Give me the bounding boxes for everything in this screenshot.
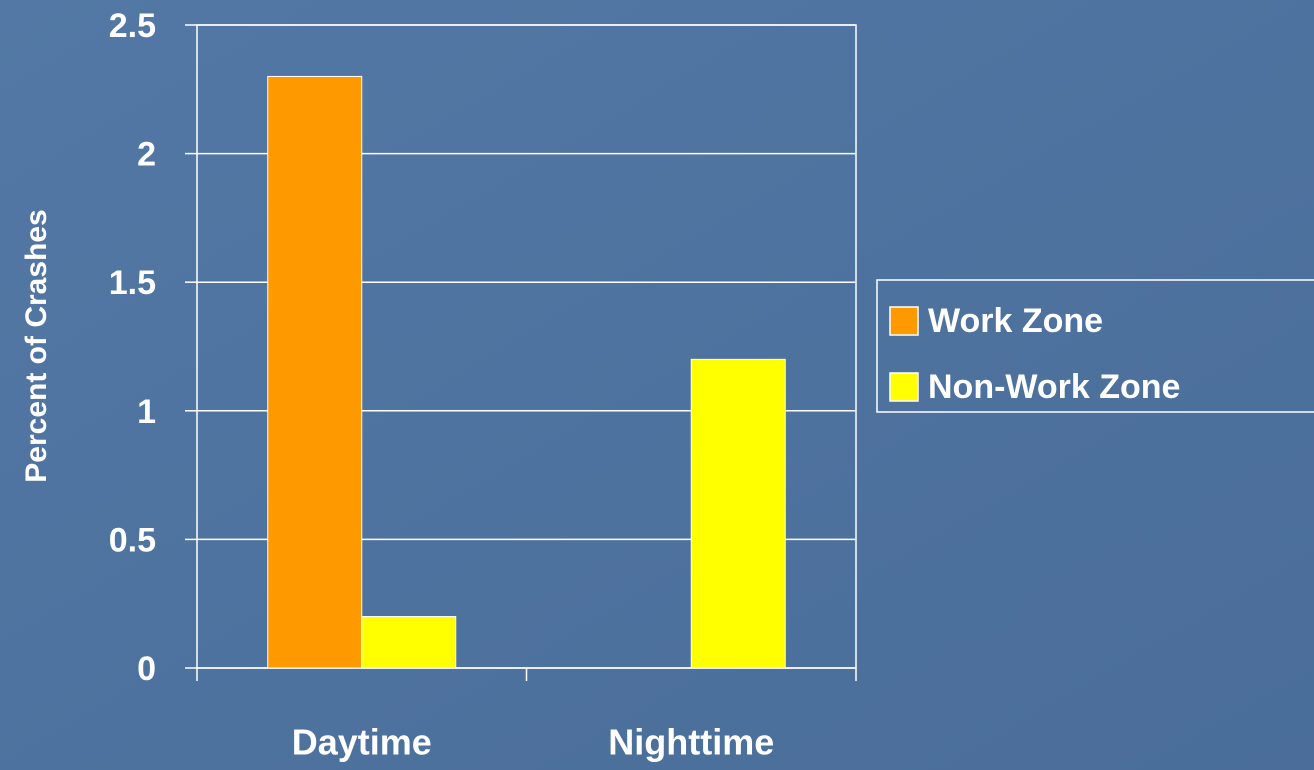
- legend-swatch: [889, 306, 919, 336]
- legend-frame: [876, 279, 1314, 413]
- bar: [690, 358, 786, 669]
- y-tick-label: 2: [137, 136, 156, 174]
- y-axis-title: Percent of Crashes: [20, 209, 53, 482]
- y-tick-label: 0.5: [109, 521, 156, 559]
- y-tick-label: 0: [137, 650, 156, 688]
- bar: [361, 616, 457, 669]
- x-tick-label: Nighttime: [608, 722, 774, 763]
- legend-swatch: [889, 372, 919, 402]
- y-tick-label: 2.5: [109, 7, 156, 45]
- legend-label: Non-Work Zone: [928, 368, 1180, 406]
- bar: [267, 75, 363, 669]
- legend-label: Work Zone: [928, 302, 1103, 340]
- y-tick-label: 1.5: [109, 264, 156, 302]
- y-tick-label: 1: [137, 393, 156, 431]
- x-tick-label: Daytime: [292, 722, 432, 763]
